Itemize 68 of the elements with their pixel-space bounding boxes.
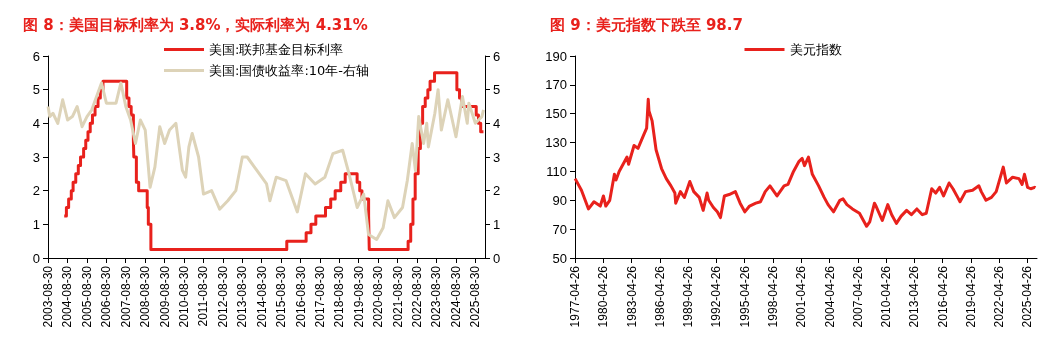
x-tick-label: 1998-04-26 <box>765 265 780 328</box>
x-tick-label: 2004-04-26 <box>822 265 837 328</box>
x-tick-label: 2008-08-30 <box>138 265 153 328</box>
x-tick-label: 2014-08-30 <box>254 265 269 328</box>
chart-title: 图 8：美国目标利率为 3.8%，实际利率为 4.31% <box>23 15 368 34</box>
y-tick-label: 3 <box>32 149 40 165</box>
x-tick-label: 2010-04-26 <box>879 265 894 328</box>
x-tick-label: 2019-04-26 <box>963 265 978 328</box>
y2-tick-label: 1 <box>493 216 501 232</box>
x-tick-label: 1995-04-26 <box>737 265 752 328</box>
x-tick-label: 2013-04-26 <box>907 265 922 328</box>
y-tick-label: 130 <box>545 135 567 151</box>
y-tick-label: 5 <box>32 82 40 98</box>
y2-tick-label: 0 <box>493 250 501 266</box>
x-tick-label: 2018-08-30 <box>332 265 347 328</box>
x-tick-label: 2015-08-30 <box>274 265 289 328</box>
chart-title: 图 9：美元指数下跌至 98.7 <box>550 15 743 34</box>
x-tick-label: 2010-08-30 <box>176 265 191 328</box>
y-tick-label: 90 <box>552 192 567 208</box>
x-tick-label: 2005-08-30 <box>79 265 94 328</box>
x-tick-label: 2003-08-30 <box>41 265 55 328</box>
x-tick-label: 2017-08-30 <box>312 265 327 328</box>
y2-tick-label: 2 <box>493 183 501 199</box>
x-tick-label: 2024-08-30 <box>448 265 463 328</box>
y-tick-label: 6 <box>32 48 40 64</box>
y-tick-label: 170 <box>545 77 567 93</box>
x-tick-label: 1983-04-26 <box>624 265 639 328</box>
legend-label: 美国:国债收益率:10年-右轴 <box>209 63 369 78</box>
x-tick-label: 2009-08-30 <box>157 265 172 328</box>
y-tick-label: 4 <box>32 115 40 131</box>
y2-tick-label: 6 <box>493 48 501 64</box>
x-tick-label: 2022-04-26 <box>992 265 1007 328</box>
x-tick-label: 2023-08-30 <box>429 265 444 328</box>
x-tick-label: 2025-04-26 <box>1020 265 1035 328</box>
y-tick-label: 70 <box>552 221 567 237</box>
legend-label: 美国:联邦基金目标利率 <box>209 42 344 57</box>
x-tick-label: 2013-08-30 <box>235 265 250 328</box>
x-tick-label: 2006-08-30 <box>99 265 114 328</box>
y2-tick-label: 5 <box>493 82 501 98</box>
x-tick-label: 1989-04-26 <box>681 265 696 328</box>
x-tick-label: 2016-04-26 <box>935 265 950 328</box>
y-tick-label: 0 <box>32 250 40 266</box>
y-tick-label: 2 <box>32 183 40 199</box>
x-tick-label: 2001-04-26 <box>794 265 809 328</box>
x-tick-label: 2025-08-30 <box>468 265 483 328</box>
x-tick-label: 1980-04-26 <box>596 265 611 328</box>
x-tick-label: 2021-08-30 <box>390 265 405 328</box>
x-tick-label: 2007-04-26 <box>850 265 865 328</box>
x-tick-label: 1986-04-26 <box>652 265 667 328</box>
y2-tick-label: 4 <box>493 115 501 131</box>
x-tick-label: 1977-04-26 <box>568 265 582 328</box>
x-tick-label: 2019-08-30 <box>351 265 366 328</box>
y-tick-label: 110 <box>546 163 567 179</box>
y-tick-label: 150 <box>545 106 567 122</box>
x-tick-label: 2007-08-30 <box>118 265 133 328</box>
y-tick-label: 190 <box>545 48 567 64</box>
x-tick-label: 2016-08-30 <box>293 265 308 328</box>
x-tick-label: 2020-08-30 <box>371 265 386 328</box>
line-series <box>573 97 1037 228</box>
x-tick-label: 2022-08-30 <box>410 265 424 328</box>
x-tick-label: 2011-08-30 <box>196 265 211 327</box>
legend-label: 美元指数 <box>789 42 842 57</box>
y2-tick-label: 3 <box>493 149 501 165</box>
x-tick-label: 2012-08-30 <box>215 265 230 328</box>
x-tick-label: 1992-04-26 <box>709 265 724 328</box>
y-tick-label: 1 <box>32 216 40 232</box>
y-tick-label: 50 <box>552 250 567 266</box>
x-tick-label: 2004-08-30 <box>60 265 75 328</box>
